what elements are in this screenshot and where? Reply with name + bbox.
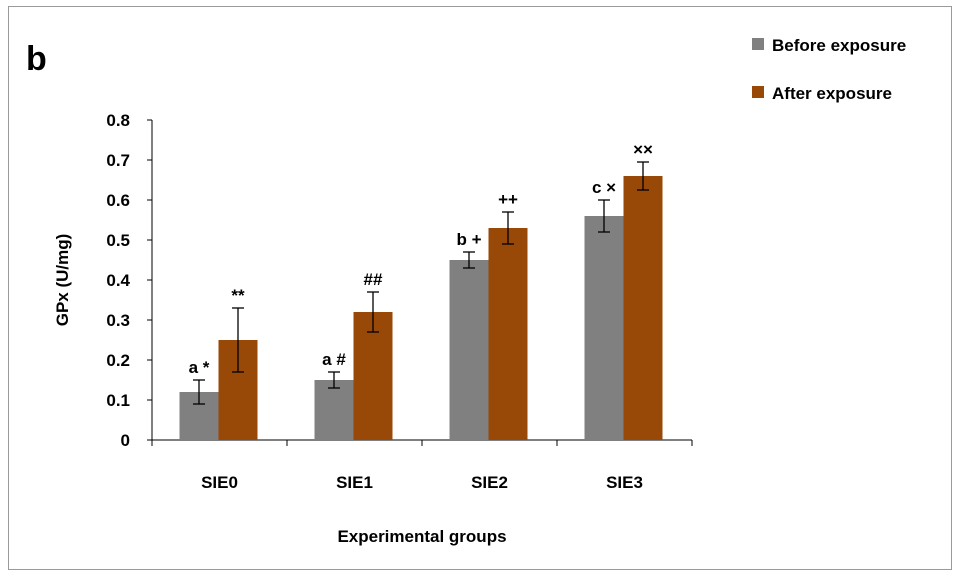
legend-label-before: Before exposure [772, 36, 906, 55]
y-tick-label: 0.7 [106, 151, 130, 170]
x-tick-label: SIE2 [471, 473, 508, 492]
bar-before [314, 380, 354, 440]
x-tick-label: SIE0 [201, 473, 238, 492]
y-tick-label: 0.1 [106, 391, 130, 410]
significance-label: a * [189, 358, 210, 377]
plot-area: 0 0.1 0.2 0.3 0.4 0.5 0.6 0.7 0.8 SIE0 SIE1 SIE2 SIE… [106, 111, 693, 492]
significance-label: c × [592, 178, 616, 197]
y-tick-label: 0.6 [106, 191, 130, 210]
legend: Before exposure After exposure [752, 36, 906, 103]
significance-label: ++ [498, 190, 518, 209]
bar-after [353, 312, 393, 440]
y-tick-label: 0.3 [106, 311, 130, 330]
legend-swatch-before [752, 38, 764, 50]
y-tick-label: 0.8 [106, 111, 130, 130]
significance-label: ** [231, 286, 245, 305]
significance-label: ×× [633, 140, 653, 159]
bar-after [623, 176, 663, 440]
significance-label: b + [456, 230, 481, 249]
legend-label-after: After exposure [772, 84, 892, 103]
x-tick-label: SIE3 [606, 473, 643, 492]
panel-label: b [26, 40, 47, 78]
x-tick-label: SIE1 [336, 473, 373, 492]
bar-before [584, 216, 624, 440]
y-axis-title: GPx (U/mg) [53, 234, 72, 327]
y-tick-label: 0.2 [106, 351, 130, 370]
bar-before [449, 260, 489, 440]
significance-label: a # [322, 350, 346, 369]
significance-label: ## [364, 270, 383, 289]
legend-swatch-after [752, 86, 764, 98]
y-tick-label: 0.4 [106, 271, 130, 290]
y-tick-label: 0 [121, 431, 130, 450]
y-tick-label: 0.5 [106, 231, 130, 250]
x-axis-title: Experimental groups [337, 527, 506, 546]
bar-after [488, 228, 528, 440]
